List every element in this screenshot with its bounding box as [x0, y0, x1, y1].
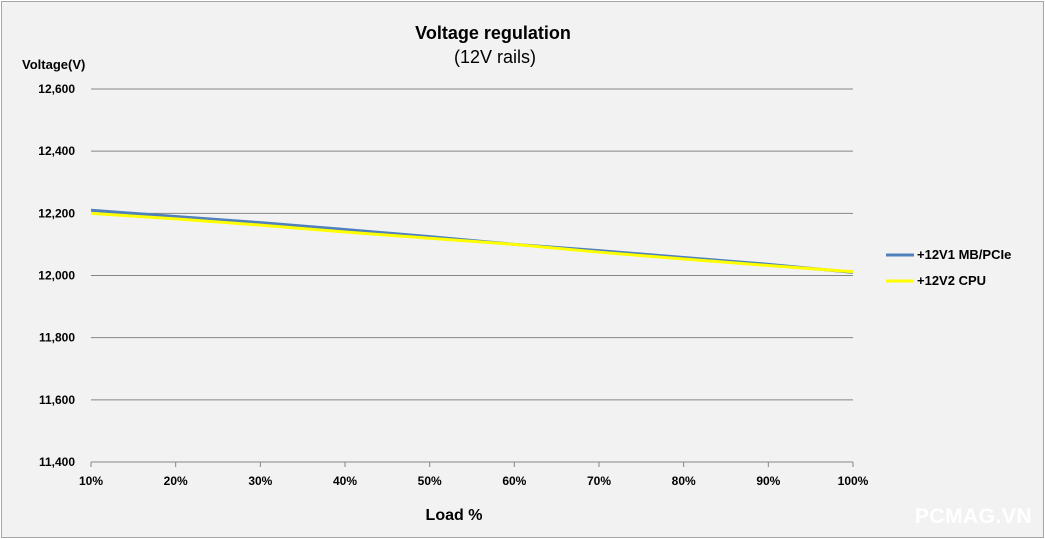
x-tick-label: 40% — [333, 474, 357, 488]
gridlines — [90, 88, 854, 467]
x-tick-label: 70% — [587, 474, 611, 488]
x-axis-label: Load % — [426, 507, 483, 524]
x-tick-label: 50% — [418, 474, 442, 488]
chart-subtitle: (12V rails) — [454, 47, 536, 67]
y-tick-labels: 11,400 11,600 11,800 12,000 12,200 12,400 12,6… — [38, 82, 75, 469]
x-tick-label: 100% — [838, 474, 869, 488]
x-tick-label: 20% — [164, 474, 188, 488]
y-tick-label: 11,400 — [39, 455, 75, 469]
x-tick-label: 80% — [672, 474, 696, 488]
legend-label: +12V2 CPU — [917, 273, 986, 288]
legend-label: +12V1 MB/PCIe — [917, 247, 1011, 262]
y-tick-label: 11,600 — [39, 393, 75, 407]
y-tick-label: 11,800 — [39, 331, 75, 345]
series-line-2 — [90, 211, 854, 274]
chart-title: Voltage regulation — [415, 23, 571, 43]
y-tick-label: 12,200 — [38, 206, 75, 220]
x-tick-labels: 10% 20% 30% 40% 50% 60% 70% 80% 90% 100% — [79, 474, 869, 488]
x-tick-label: 60% — [502, 474, 526, 488]
x-tick-label: 30% — [248, 474, 272, 488]
watermark: PCMAG.VN — [915, 505, 1032, 528]
legend: +12V1 MB/PCIe +12V2 CPU — [886, 247, 1011, 288]
y-tick-label: 12,600 — [38, 82, 75, 96]
x-tick-label: 90% — [756, 474, 780, 488]
y-tick-label: 12,000 — [38, 269, 75, 283]
series-lines — [90, 208, 854, 274]
x-tick-label: 10% — [79, 474, 103, 488]
y-axis-label: Voltage(V) — [22, 57, 85, 72]
y-tick-label: 12,400 — [38, 144, 75, 158]
